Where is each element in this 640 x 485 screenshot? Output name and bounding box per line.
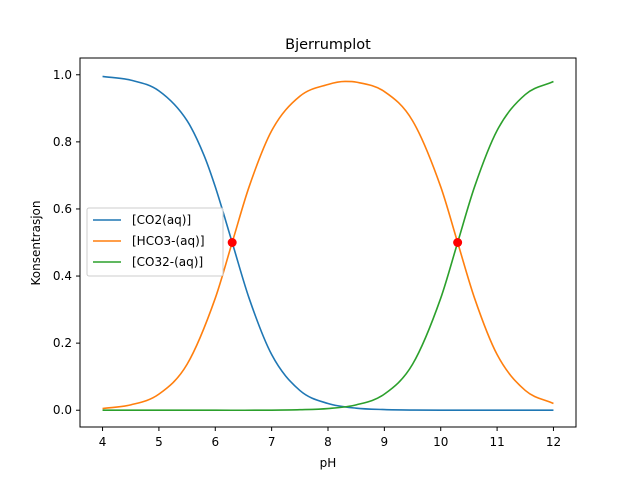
y-tick-label: 0.2 <box>53 336 72 350</box>
x-tick-label: 9 <box>381 435 389 449</box>
series-line-1 <box>102 80 554 410</box>
y-tick-label: 0.6 <box>53 202 72 216</box>
x-axis-ticks: 4 5 6 7 8 9 10 11 12 <box>99 427 561 449</box>
y-tick-label: 0.4 <box>53 269 72 283</box>
marker-layer <box>227 238 463 247</box>
x-tick-label: 7 <box>268 435 276 449</box>
x-tick-label: 4 <box>99 435 107 449</box>
legend-label-2: [CO32-(aq)] <box>132 255 203 269</box>
x-tick-label: 12 <box>546 435 561 449</box>
x-tick-label: 5 <box>155 435 163 449</box>
pka-marker-0 <box>227 238 237 247</box>
x-tick-label: 8 <box>324 435 332 449</box>
y-tick-label: 1.0 <box>53 68 72 82</box>
y-tick-label: 0.0 <box>53 403 72 417</box>
legend-label-0: [CO2(aq)] <box>132 213 191 227</box>
series-line-0 <box>102 75 554 412</box>
x-tick-label: 11 <box>489 435 504 449</box>
legend-box <box>86 207 224 277</box>
pka-marker-1 <box>453 238 463 247</box>
chart-title: Bjerrumplot <box>285 37 371 53</box>
series-layer <box>102 75 554 412</box>
x-tick-label: 10 <box>433 435 448 449</box>
y-tick-label: 0.8 <box>53 135 72 149</box>
y-axis-ticks: 0.0 0.2 0.4 0.6 0.8 1.0 <box>53 68 80 417</box>
series-line-2 <box>102 80 554 412</box>
x-axis-label: pH <box>320 456 337 470</box>
legend-label-1: [HCO3-(aq)] <box>132 234 205 248</box>
legend: [CO2(aq)] [HCO3-(aq)] [CO32-(aq)] <box>86 207 224 277</box>
x-tick-label: 6 <box>211 435 219 449</box>
y-axis-label: Konsentrasjon <box>29 201 43 286</box>
